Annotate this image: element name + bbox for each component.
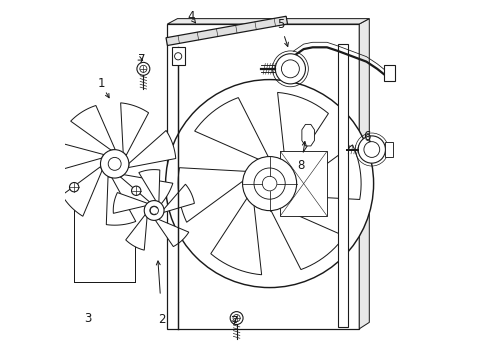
Polygon shape bbox=[165, 16, 287, 45]
Circle shape bbox=[100, 150, 129, 178]
Polygon shape bbox=[121, 103, 148, 156]
Circle shape bbox=[69, 183, 79, 192]
Polygon shape bbox=[106, 176, 136, 225]
Polygon shape bbox=[270, 207, 344, 270]
Polygon shape bbox=[62, 167, 102, 216]
Circle shape bbox=[144, 201, 163, 220]
Text: 7: 7 bbox=[231, 315, 239, 328]
Text: 2: 2 bbox=[158, 313, 165, 327]
Circle shape bbox=[149, 206, 158, 215]
Polygon shape bbox=[301, 125, 314, 146]
Circle shape bbox=[262, 176, 276, 191]
Circle shape bbox=[281, 60, 299, 78]
Polygon shape bbox=[113, 193, 147, 213]
Polygon shape bbox=[385, 141, 392, 157]
Text: 4: 4 bbox=[186, 10, 194, 23]
Polygon shape bbox=[53, 142, 104, 172]
Polygon shape bbox=[128, 130, 175, 167]
Circle shape bbox=[242, 157, 296, 211]
Text: 7: 7 bbox=[138, 53, 145, 66]
Circle shape bbox=[108, 157, 121, 170]
Polygon shape bbox=[337, 44, 348, 327]
Polygon shape bbox=[167, 24, 359, 329]
Polygon shape bbox=[210, 197, 261, 275]
Circle shape bbox=[363, 141, 379, 157]
Circle shape bbox=[233, 315, 240, 321]
Polygon shape bbox=[171, 47, 184, 65]
Polygon shape bbox=[384, 65, 394, 81]
Polygon shape bbox=[163, 184, 194, 212]
Circle shape bbox=[140, 65, 146, 72]
Polygon shape bbox=[125, 214, 147, 250]
Circle shape bbox=[165, 80, 373, 288]
Polygon shape bbox=[139, 170, 160, 202]
Circle shape bbox=[253, 168, 285, 199]
Text: 5: 5 bbox=[276, 18, 284, 31]
Polygon shape bbox=[167, 19, 368, 24]
Polygon shape bbox=[71, 105, 115, 150]
Text: 6: 6 bbox=[362, 130, 369, 144]
Text: 1: 1 bbox=[97, 77, 104, 90]
Polygon shape bbox=[194, 98, 268, 159]
Circle shape bbox=[230, 312, 243, 324]
Polygon shape bbox=[359, 19, 368, 329]
Circle shape bbox=[131, 186, 141, 195]
Circle shape bbox=[137, 62, 149, 75]
Circle shape bbox=[174, 53, 182, 60]
Polygon shape bbox=[292, 145, 360, 199]
Circle shape bbox=[357, 136, 385, 163]
Polygon shape bbox=[280, 151, 326, 216]
Polygon shape bbox=[178, 168, 246, 222]
Polygon shape bbox=[277, 93, 328, 170]
Polygon shape bbox=[155, 219, 188, 247]
Text: 3: 3 bbox=[83, 311, 91, 325]
Circle shape bbox=[275, 54, 305, 84]
Polygon shape bbox=[120, 175, 172, 208]
Text: 8: 8 bbox=[297, 159, 304, 172]
